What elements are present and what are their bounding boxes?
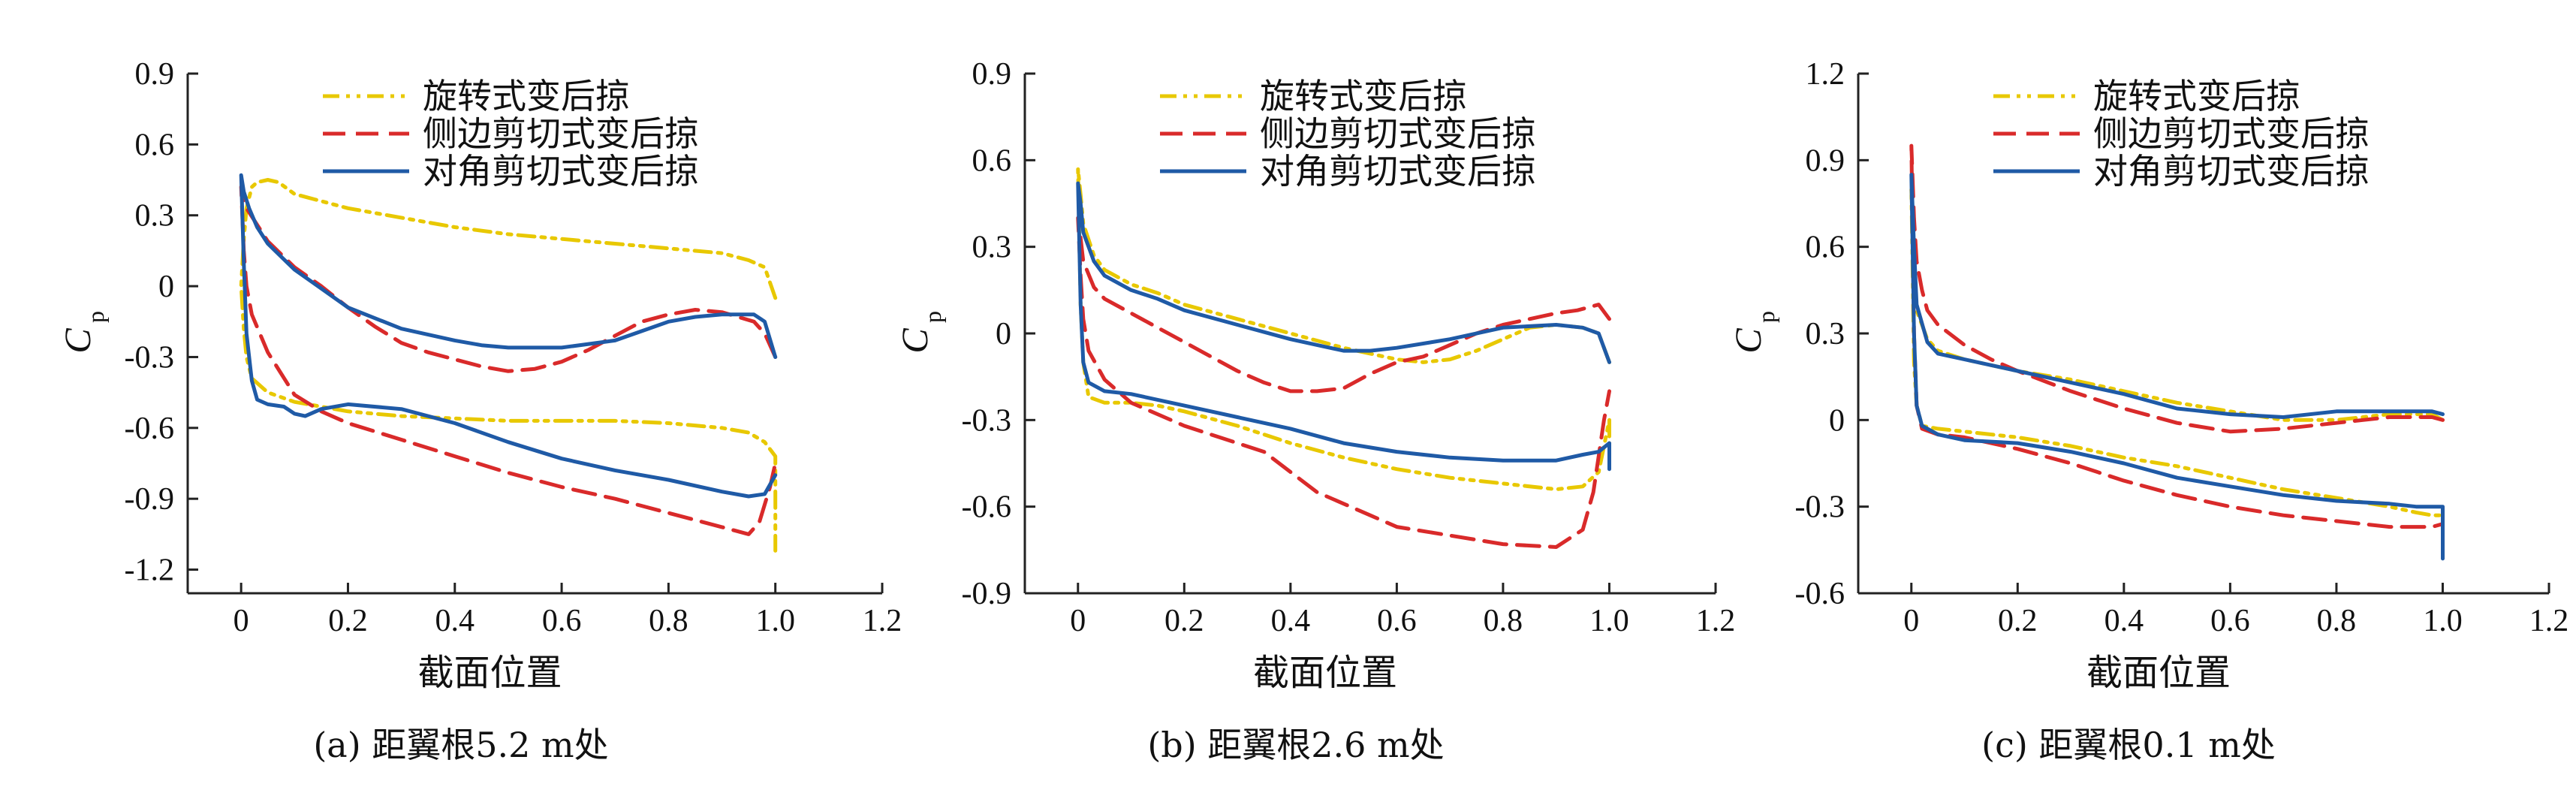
legend-label-3: 对角剪切式变后掠	[423, 152, 699, 191]
y-tick-label: -0.6	[962, 490, 1012, 525]
y-tick-label: 0.9	[135, 57, 175, 92]
x-tick-label: 1.2	[2529, 604, 2569, 638]
x-axis-label: 截面位置	[1253, 653, 1397, 693]
caption-c: (c) 距翼根0.1 m处	[1981, 725, 2276, 765]
y-axis-label-subscript: p	[919, 311, 946, 323]
y-axis-label-subscript: p	[1752, 311, 1779, 323]
x-tick-label: 0.2	[1164, 604, 1204, 638]
series-line-1	[1909, 187, 2445, 538]
y-tick-label: -0.3	[125, 340, 175, 375]
y-axis-label-subscript: p	[82, 311, 109, 323]
y-tick-label: -0.6	[125, 412, 175, 446]
legend-label-2: 侧边剪切式变后掠	[1260, 115, 1536, 153]
series-line-2	[1076, 216, 1611, 549]
x-tick-label: 1.2	[863, 604, 902, 638]
x-tick-label: 0.6	[1377, 604, 1417, 638]
x-tick-label: 1.0	[755, 604, 795, 638]
x-tick-label: 0.2	[1998, 604, 2038, 638]
y-tick-label: -0.3	[962, 403, 1012, 438]
series-line-3	[239, 173, 778, 499]
series-line-1	[239, 178, 778, 553]
x-tick-label: 0.6	[2210, 604, 2250, 638]
x-tick-label: 0.4	[1271, 604, 1311, 638]
x-tick-label: 0.4	[435, 604, 475, 638]
series-line-2	[239, 185, 778, 536]
legend-label-1: 旋转式变后掠	[1260, 77, 1467, 116]
x-tick-label: 0.8	[1484, 604, 1523, 638]
y-tick-label: 0	[996, 317, 1011, 351]
x-tick-label: 1.2	[1696, 604, 1736, 638]
x-tick-label: 1.0	[1589, 604, 1629, 638]
y-tick-label: -0.9	[962, 577, 1012, 611]
x-tick-label: 1.0	[2423, 604, 2463, 638]
x-tick-label: 0	[233, 604, 249, 638]
x-tick-label: 0.4	[2104, 604, 2144, 638]
y-tick-label: 0.6	[135, 128, 175, 162]
panel-a: 0 0.2 0.4 0.6 0.8 1.0 1.2 0.9 0.6 0.3 0 -0.3 -0.6 -0.…	[56, 57, 902, 693]
x-tick-label: 0.6	[542, 604, 582, 638]
y-tick-label: 0.3	[1806, 317, 1845, 351]
y-tick-label: 0.6	[972, 143, 1012, 178]
legend-label-1: 旋转式变后掠	[2093, 77, 2300, 116]
x-tick-label: 0	[1070, 604, 1086, 638]
y-tick-label: -0.3	[1795, 490, 1845, 525]
x-tick-label: 0	[1903, 604, 1919, 638]
legend-label-3: 对角剪切式变后掠	[1260, 152, 1536, 191]
panel-c: 0 0.2 0.4 0.6 0.8 1.0 1.2 1.2 0.9 0.6 0.3 0 -0.3 -0.6…	[1727, 57, 2568, 693]
y-axis-label: C	[56, 328, 98, 354]
legend-label-2: 侧边剪切式变后掠	[423, 115, 699, 153]
y-tick-label: 0.9	[1806, 143, 1845, 178]
y-tick-label: 0	[1829, 403, 1845, 438]
x-axis-label: 截面位置	[2086, 653, 2231, 693]
legend-label-1: 旋转式变后掠	[423, 77, 630, 116]
y-tick-label: -0.9	[125, 482, 175, 517]
series-line-3	[1076, 181, 1611, 472]
y-tick-label: 0.6	[1806, 231, 1845, 265]
panel-b: 0 0.2 0.4 0.6 0.8 1.0 1.2 0.9 0.6 0.3 0 -0.3 -0.6 -0.…	[893, 57, 1735, 693]
y-axis-label: C	[893, 328, 935, 354]
caption-b: (b) 距翼根2.6 m处	[1147, 725, 1444, 765]
x-tick-label: 0.2	[328, 604, 368, 638]
caption-a: (a) 距翼根5.2 m处	[313, 725, 608, 765]
x-axis-label: 截面位置	[417, 653, 562, 693]
y-tick-label: 0.3	[135, 199, 175, 234]
y-tick-label: 0	[158, 270, 174, 304]
series-line-3	[1909, 173, 2445, 561]
legend-label-3: 对角剪切式变后掠	[2093, 152, 2370, 191]
y-axis-label: C	[1727, 328, 1769, 354]
legend-label-2: 侧边剪切式变后掠	[2093, 115, 2370, 153]
series-line-2	[1909, 143, 2445, 532]
y-tick-label: -1.2	[125, 553, 175, 588]
x-tick-label: 0.8	[2317, 604, 2357, 638]
y-tick-label: 0.9	[972, 57, 1012, 92]
y-tick-label: 1.2	[1806, 57, 1845, 92]
y-tick-label: 0.3	[972, 231, 1012, 265]
y-tick-label: -0.6	[1795, 577, 1845, 611]
x-tick-label: 0.8	[649, 604, 688, 638]
